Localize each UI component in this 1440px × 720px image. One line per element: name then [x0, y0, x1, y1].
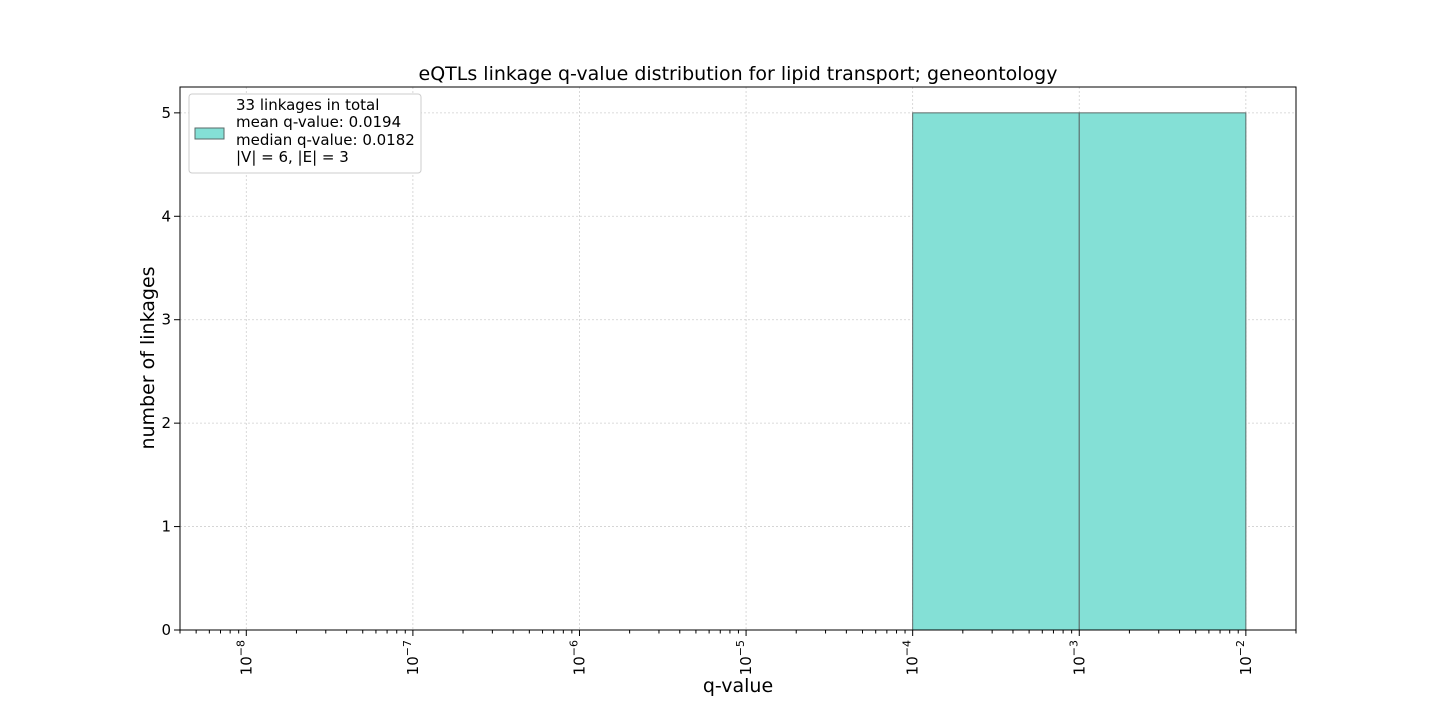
x-tick-label: 10−4: [901, 640, 922, 675]
histogram-bar-1: [1078, 112, 1247, 631]
y-axis-label: number of linkages: [137, 266, 159, 449]
y-tick-label: 3: [161, 311, 171, 329]
y-tick-label: 0: [161, 621, 171, 639]
histogram-bar-0: [912, 112, 1080, 631]
legend-line-mean: mean q-value: 0.0194: [236, 113, 401, 131]
x-tick-label: 10−2: [1234, 640, 1255, 675]
legend-line-median: median q-value: 0.0182: [236, 131, 415, 149]
x-axis-label: q-value: [703, 675, 773, 697]
legend-box: [188, 93, 422, 174]
y-tick-label: 5: [161, 104, 171, 122]
x-tick-label: 10−8: [234, 640, 255, 675]
y-tick-label: 4: [161, 207, 171, 225]
legend: 33 linkages in total mean q-value: 0.019…: [188, 93, 422, 174]
x-tick-label: 10−7: [401, 640, 422, 675]
x-axis-ticks: 10−8 10−7 10−6 10−5 10−4 10−3 10−2: [179, 630, 1297, 675]
x-tick-label: 10−6: [567, 640, 588, 675]
x-tick-label: 10−3: [1067, 640, 1088, 675]
chart-title: eQTLs linkage q-value distribution for l…: [419, 63, 1058, 85]
legend-line-total: 33 linkages in total: [236, 96, 379, 114]
y-tick-label: 1: [161, 518, 171, 536]
legend-line-graph-size: |V| = 6, |E| = 3: [236, 148, 349, 166]
y-tick-label: 2: [161, 414, 171, 432]
legend-swatch: [194, 127, 225, 140]
histogram-bars: [912, 112, 1247, 631]
y-axis-ticks: 0 1 2 3 4 5: [161, 104, 180, 639]
x-tick-label: 10−5: [734, 640, 755, 675]
